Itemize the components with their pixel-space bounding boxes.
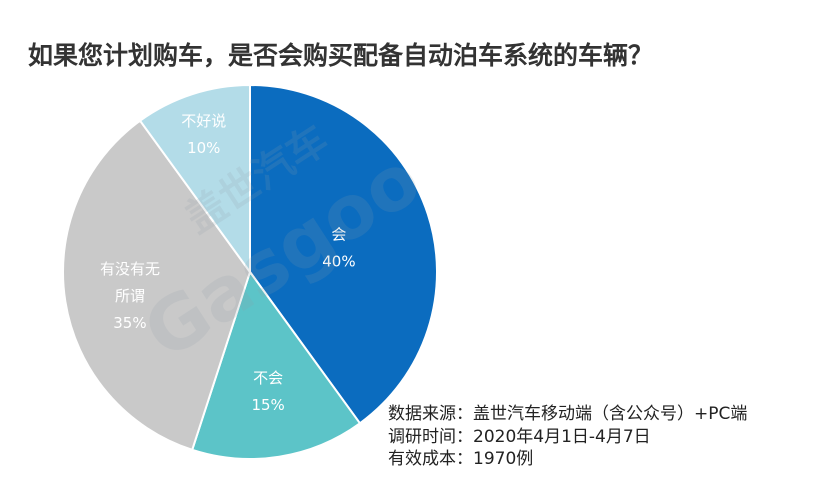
source-notes: 数据来源：盖世汽车移动端（含公众号）+PC端 调研时间：2020年4月1日-4月…: [388, 403, 747, 471]
slice-label-2: 不会 15%: [251, 369, 284, 414]
source-note-survey-time: 调研时间：2020年4月1日-4月7日: [388, 426, 651, 447]
slice-value-label: 40%: [322, 253, 355, 271]
pie-slice-2: [190, 269, 362, 460]
pie-slices: [62, 83, 438, 460]
slice-value-label: 10%: [187, 139, 220, 157]
slice-category-label: 不好说: [181, 112, 226, 130]
source-note-data-source: 数据来源：盖世汽车移动端（含公众号）+PC端: [388, 404, 748, 424]
slice-category-label: 有没有无: [100, 260, 160, 278]
slice-category-label: 会: [331, 226, 346, 244]
slice-category-label: 不会: [253, 369, 283, 387]
pie-slice-3: [62, 119, 252, 452]
pie-labels: 会 40% 不会 15% 有没有无所谓 35% 不好说 10%: [100, 112, 356, 414]
pie-slice-4: [138, 83, 251, 276]
slice-label-1: 会 40%: [322, 226, 355, 271]
slice-value-label: 35%: [113, 314, 146, 332]
slice-value-label: 15%: [251, 396, 284, 414]
slice-category-label: 所谓: [115, 287, 145, 305]
slice-label-4: 不好说 10%: [181, 112, 226, 157]
chart-title: 如果您计划购车，是否会购买配备自动泊车系统的车辆？: [28, 41, 654, 70]
slice-label-3: 有没有无所谓 35%: [100, 260, 160, 332]
source-note-sample-size: 有效成本：1970例: [388, 449, 534, 469]
pie-slice-1: [249, 83, 438, 425]
